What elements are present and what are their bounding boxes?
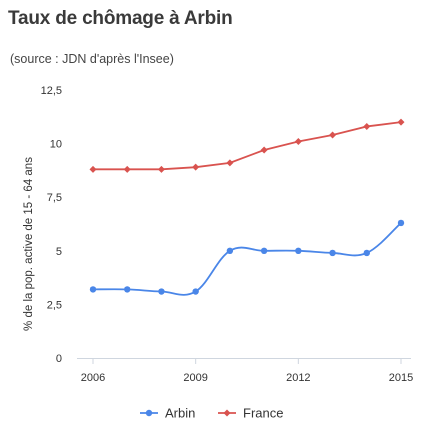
data-point-arbin[interactable] — [192, 288, 199, 295]
data-point-arbin[interactable] — [295, 247, 302, 254]
x-tick-label: 2012 — [286, 372, 310, 384]
data-point-arbin[interactable] — [363, 249, 370, 257]
data-point-arbin[interactable] — [89, 286, 97, 293]
data-point-france[interactable] — [294, 137, 302, 145]
y-tick-label: 2,5 — [47, 299, 62, 311]
chart-title: Taux de chômage à Arbin — [8, 8, 233, 29]
data-point-arbin[interactable] — [124, 286, 131, 293]
data-point-france[interactable] — [363, 122, 371, 130]
data-point-france[interactable] — [89, 165, 97, 173]
data-point-france[interactable] — [260, 146, 268, 154]
y-tick-label: 10 — [50, 139, 62, 151]
y-tick-label: 5 — [56, 246, 62, 258]
y-tick-labels: 0 2,5 5 7,5 10 12,5 — [41, 85, 62, 365]
y-tick-label: 12,5 — [41, 85, 62, 97]
data-point-france[interactable] — [226, 159, 234, 167]
series-line-france — [93, 121, 402, 171]
y-tick-label: 0 — [56, 353, 62, 365]
series-line-arbin — [92, 222, 402, 296]
x-tick-label: 2006 — [81, 372, 105, 384]
y-tick-label: 7,5 — [47, 192, 62, 204]
data-point-france[interactable] — [157, 165, 165, 173]
legend-marker-france — [223, 409, 231, 417]
data-point-arbin[interactable] — [260, 247, 268, 254]
x-tick-label: 2009 — [183, 372, 207, 384]
x-tick-label: 2015 — [389, 372, 413, 384]
data-point-arbin[interactable] — [226, 247, 234, 254]
data-point-france[interactable] — [329, 131, 337, 139]
legend-marker-arbin — [145, 409, 153, 417]
data-point-arbin[interactable] — [329, 249, 336, 257]
legend-label-arbin[interactable]: Arbin — [165, 406, 195, 421]
data-point-france[interactable] — [123, 165, 131, 173]
chart-legend: Arbin France — [140, 406, 283, 421]
data-point-arbin[interactable] — [158, 288, 165, 295]
chart-subtitle: (source : JDN d'après l'Insee) — [10, 52, 174, 66]
series-group — [89, 118, 405, 296]
data-point-france[interactable] — [192, 163, 200, 171]
y-axis-label: % de la pop. active de 15 - 64 ans — [23, 157, 35, 331]
legend-label-france[interactable]: France — [243, 406, 283, 421]
data-point-arbin[interactable] — [397, 219, 405, 227]
x-tick-labels: 2006 2009 2012 2015 — [81, 358, 413, 384]
data-point-france[interactable] — [397, 118, 405, 126]
